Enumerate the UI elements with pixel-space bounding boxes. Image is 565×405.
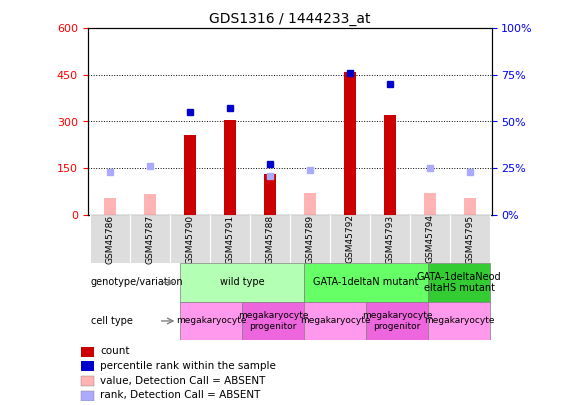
- Bar: [303, 193, 316, 215]
- Text: GATA-1deltaNeod
eltaHS mutant: GATA-1deltaNeod eltaHS mutant: [417, 272, 501, 293]
- Bar: [81, 347, 94, 357]
- Text: GSM45786: GSM45786: [105, 214, 114, 264]
- Bar: [428, 302, 490, 340]
- Bar: [250, 215, 289, 263]
- Bar: [305, 263, 428, 302]
- Bar: [103, 198, 116, 215]
- Text: megakaryocyte
progenitor: megakaryocyte progenitor: [238, 311, 308, 330]
- Bar: [184, 135, 195, 215]
- Bar: [450, 215, 489, 263]
- Text: genotype/variation: genotype/variation: [90, 277, 183, 288]
- Bar: [129, 215, 170, 263]
- Text: GSM45792: GSM45792: [345, 215, 354, 263]
- Bar: [90, 215, 129, 263]
- Bar: [384, 115, 396, 215]
- Bar: [81, 361, 94, 371]
- Bar: [289, 215, 329, 263]
- Bar: [410, 215, 450, 263]
- Title: GDS1316 / 1444233_at: GDS1316 / 1444233_at: [209, 12, 370, 26]
- Bar: [180, 302, 242, 340]
- Bar: [242, 302, 305, 340]
- Bar: [305, 302, 366, 340]
- Text: GSM45788: GSM45788: [265, 214, 274, 264]
- Text: GATA-1deltaN mutant: GATA-1deltaN mutant: [314, 277, 419, 288]
- Bar: [81, 376, 94, 386]
- Text: GSM45791: GSM45791: [225, 214, 234, 264]
- Text: GSM45795: GSM45795: [465, 214, 474, 264]
- Bar: [370, 215, 410, 263]
- Text: megakaryocyte
progenitor: megakaryocyte progenitor: [362, 311, 432, 330]
- Bar: [180, 263, 305, 302]
- Text: GSM45790: GSM45790: [185, 214, 194, 264]
- Bar: [210, 215, 250, 263]
- Bar: [170, 215, 210, 263]
- Text: megakaryocyte: megakaryocyte: [300, 316, 371, 326]
- Text: megakaryocyte: megakaryocyte: [176, 316, 247, 326]
- Bar: [463, 198, 476, 215]
- Bar: [329, 215, 370, 263]
- Text: GSM45794: GSM45794: [425, 215, 434, 263]
- Bar: [144, 194, 155, 215]
- Bar: [366, 302, 428, 340]
- Text: megakaryocyte: megakaryocyte: [424, 316, 494, 326]
- Text: rank, Detection Call = ABSENT: rank, Detection Call = ABSENT: [101, 390, 261, 400]
- Bar: [344, 72, 355, 215]
- Bar: [424, 193, 436, 215]
- Bar: [81, 391, 94, 401]
- Text: GSM45793: GSM45793: [385, 214, 394, 264]
- Text: wild type: wild type: [220, 277, 264, 288]
- Bar: [263, 174, 276, 215]
- Text: GSM45789: GSM45789: [305, 214, 314, 264]
- Text: GSM45787: GSM45787: [145, 214, 154, 264]
- Bar: [428, 263, 490, 302]
- Text: cell type: cell type: [90, 316, 133, 326]
- Text: value, Detection Call = ABSENT: value, Detection Call = ABSENT: [101, 375, 266, 386]
- Text: percentile rank within the sample: percentile rank within the sample: [101, 361, 276, 371]
- Text: count: count: [101, 346, 130, 356]
- Bar: [224, 120, 236, 215]
